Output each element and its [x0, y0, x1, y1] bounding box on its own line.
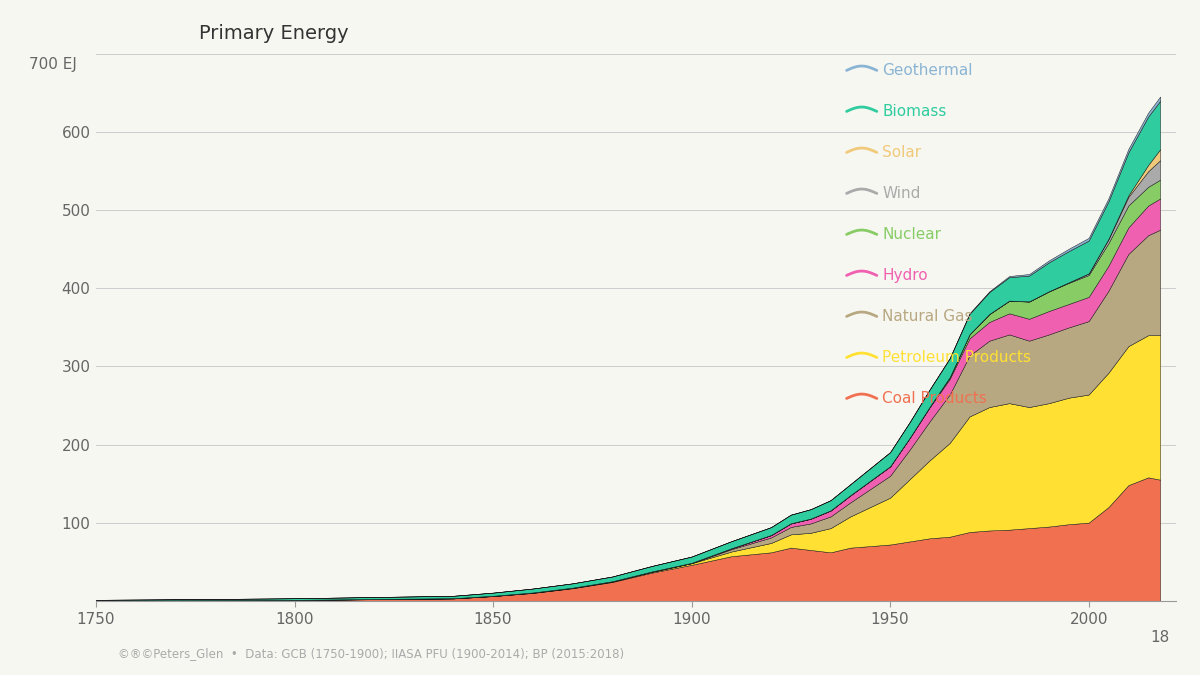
Text: ©®©Peters_Glen  •  Data: GCB (1750-1900); IIASA PFU (1900-2014); BP (2015:2018): ©®©Peters_Glen • Data: GCB (1750-1900); …: [118, 647, 624, 660]
Text: 18: 18: [1151, 630, 1170, 645]
Text: Petroleum Products: Petroleum Products: [882, 350, 1031, 365]
Text: Solar: Solar: [882, 145, 922, 160]
Text: Natural Gas: Natural Gas: [882, 309, 973, 324]
Text: Geothermal: Geothermal: [882, 63, 973, 78]
Text: Wind: Wind: [882, 186, 920, 201]
Text: 700 EJ: 700 EJ: [29, 57, 77, 72]
Text: Hydro: Hydro: [882, 268, 928, 283]
Text: Biomass: Biomass: [882, 104, 947, 119]
Text: Primary Energy: Primary Energy: [199, 24, 348, 43]
Text: Coal Products: Coal Products: [882, 391, 986, 406]
Text: Nuclear: Nuclear: [882, 227, 941, 242]
